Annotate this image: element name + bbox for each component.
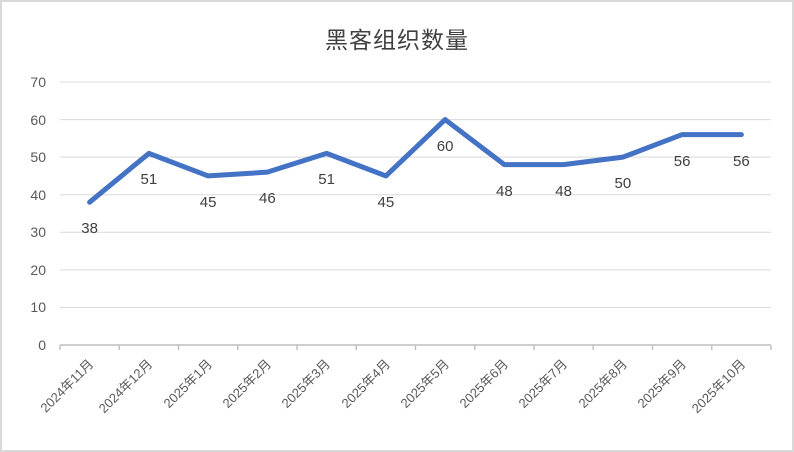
y-axis-tick-label: 20 <box>30 261 46 278</box>
data-point-label: 48 <box>555 182 572 200</box>
data-point-label: 51 <box>318 171 335 189</box>
data-point-label: 38 <box>81 220 98 238</box>
data-point-label: 51 <box>140 171 158 189</box>
data-point-label: 45 <box>199 193 217 211</box>
data-point-label: 45 <box>377 193 395 211</box>
data-point-label: 56 <box>733 152 750 170</box>
chart-title: 黑客组织数量 <box>325 28 469 54</box>
data-series-line <box>87 117 744 205</box>
y-axis-tick-label: 60 <box>30 111 46 128</box>
data-point-label: 48 <box>496 182 513 200</box>
y-axis-tick-label: 10 <box>30 299 46 316</box>
y-axis-tick-label: 70 <box>30 74 46 90</box>
y-axis-tick-label: 30 <box>30 224 46 241</box>
data-point-label: 50 <box>614 175 632 193</box>
data-point-label: 56 <box>673 152 691 170</box>
y-axis-tick-label: 50 <box>30 149 46 166</box>
data-point-label: 60 <box>436 137 454 155</box>
data-point-label: 46 <box>259 190 276 208</box>
y-axis-tick-label: 0 <box>38 337 46 353</box>
y-axis-tick-label: 40 <box>30 186 46 203</box>
